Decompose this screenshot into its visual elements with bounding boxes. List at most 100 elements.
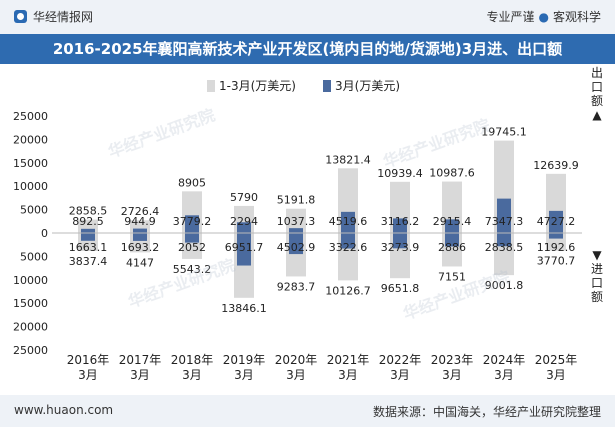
legend-label-cumulative: 1-3月(万美元) [219,79,296,93]
import-monthly-label: 1192.6 [537,241,576,254]
y-tick-label: 20000 [13,321,48,334]
export-monthly-bar [81,228,95,233]
x-tick-label: 2024年 3月 [483,353,526,382]
x-tick-label-line: 3月 [494,368,514,382]
export-monthly-label: 1037.3 [277,215,316,228]
y-tick-label: 15000 [13,297,48,310]
export-cumulative-label: 8905 [178,176,206,189]
y-tick-label: 0 [41,227,48,240]
export-monthly-label: 892.5 [72,215,104,228]
footer: www.huaon.com 数据来源：中国海关，华经产业研究院整理 [0,395,615,427]
export-cumulative-label: 2726.4 [121,205,160,218]
x-tick-label-line: 2020年 [275,353,318,367]
export-side-char: 出 [590,66,603,80]
down-arrow-icon: ▼ [592,248,602,262]
import-monthly-label: 1663.1 [69,241,108,254]
import-monthly-bar [497,233,511,247]
export-monthly-label: 2915.4 [433,215,472,228]
x-tick-label-line: 3月 [546,368,566,382]
export-cumulative-label: 10939.4 [377,167,423,180]
import-cumulative-label: 10126.7 [325,284,371,297]
top-bar: 华经情报网 专业严谨 ● 客观科学 [0,0,615,34]
import-monthly-label: 2052 [178,241,206,254]
import-monthly-bar [185,233,199,243]
x-tick-label: 2019年 3月 [223,353,266,382]
export-cumulative-label: 13821.4 [325,153,371,166]
x-tick-label-line: 3月 [338,368,358,382]
import-monthly-label: 2886 [438,241,466,254]
export-monthly-bar [497,198,511,233]
import-monthly-label: 3273.9 [381,241,420,254]
import-cumulative-label: 4147 [126,256,154,269]
chart: 1-3月(万美元) 3月(万美元) 25000 20000 15000 10000 5000… [13,79,582,382]
import-monthly-bar [341,233,355,249]
y-tick-label: 10000 [13,274,48,287]
export-cumulative-label: 12639.9 [533,159,579,172]
export-cumulative-label: 5790 [230,191,258,204]
y-tick-label: 20000 [13,133,48,146]
logo-icon [14,10,27,23]
x-tick-label-line: 2019年 [223,353,266,367]
brand[interactable]: 华经情报网 [14,8,93,25]
export-cumulative-label: 19745.1 [481,126,527,139]
import-monthly-label: 3322.6 [329,241,368,254]
y-tick-label: 5000 [20,204,48,217]
import-monthly-label: 4502.9 [277,241,316,254]
x-tick-label-line: 3月 [130,368,150,382]
import-cumulative-label: 13846.1 [221,302,267,315]
y-tick-label: 5000 [20,250,48,263]
brand-name: 华经情报网 [33,10,94,24]
export-side-label: 出 口 额 ▲ [589,66,605,122]
x-tick-label-line: 2016年 [67,353,110,367]
export-cumulative-label: 10987.6 [429,167,475,180]
import-monthly-bar [445,233,459,247]
import-monthly-label: 2838.5 [485,241,524,254]
import-monthly-bar [549,233,563,239]
import-monthly-bar [289,233,303,255]
import-monthly-bar [133,233,147,241]
y-tick-label: 25000 [13,110,48,123]
import-monthly-label: 1693.2 [121,241,160,254]
export-side-char: 口 [590,80,603,94]
legend-swatch-monthly [323,80,331,92]
x-tick-label-line: 3月 [182,368,202,382]
import-cumulative-label: 9651.8 [381,282,420,295]
tagline-left: 专业严谨 [486,10,535,24]
x-tick-label-line: 2022年 [379,353,422,367]
x-tick-label: 2021年 3月 [327,353,370,382]
tagline: 专业严谨 ● 客观科学 [486,8,601,25]
import-cumulative-label: 3770.7 [537,255,576,268]
export-monthly-label: 3779.2 [173,215,212,228]
x-tick-label-line: 2018年 [171,353,214,367]
x-tick-label-line: 2017年 [119,353,162,367]
export-monthly-bar [133,228,147,233]
legend-label-monthly: 3月(万美元) [335,79,400,93]
x-tick-label-line: 3月 [234,368,254,382]
import-cumulative-label: 3837.4 [69,255,108,268]
export-monthly-label: 3116.2 [381,215,420,228]
export-monthly-bar [341,211,355,233]
export-monthly-bar [237,222,251,233]
export-monthly-label: 4519.6 [329,215,368,228]
footer-website[interactable]: www.huaon.com [14,403,114,417]
export-cumulative-bar [286,208,306,233]
export-side-char: 额 [590,94,603,108]
x-tick-label: 2025年 3月 [535,353,578,382]
x-tick-label: 2023年 3月 [431,353,474,382]
import-cumulative-label: 7151 [438,270,466,283]
x-tick-label: 2022年 3月 [379,353,422,382]
x-tick-label-line: 3月 [78,368,98,382]
import-monthly-bar [393,233,407,249]
y-tick-label: 25000 [13,344,48,357]
x-tick-label-line: 3月 [286,368,306,382]
x-tick-label-line: 2021年 [327,353,370,367]
footer-source: 数据来源：中国海关，华经产业研究院整理 [372,405,601,419]
x-tick-label: 2016年 3月 [67,353,110,382]
import-side-label: ▼ 进 口 额 [589,248,605,304]
import-monthly-bar [237,233,251,266]
export-monthly-label: 944.9 [124,215,156,228]
x-tick-label-line: 3月 [442,368,462,382]
import-cumulative-label: 5543.2 [173,263,212,276]
x-tick-label: 2020年 3月 [275,353,318,382]
up-arrow-icon: ▲ [592,108,602,122]
